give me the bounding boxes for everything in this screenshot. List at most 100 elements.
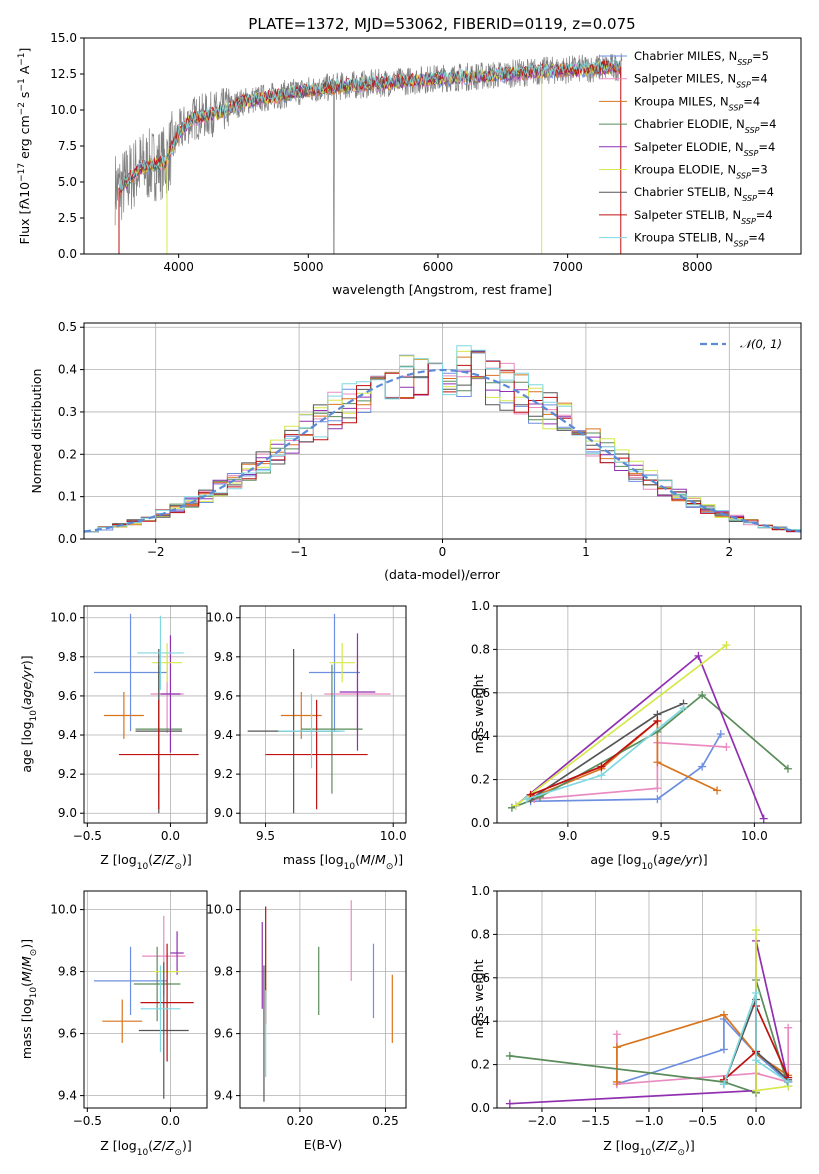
model-fit-line (118, 62, 620, 197)
y-tick-label: 9.2 (58, 767, 77, 781)
y-tick-label: 10.0 (50, 903, 77, 917)
legend-label: Salpeter ELODIE, NSSP=4 (634, 140, 775, 158)
y-tick-label: 0.2 (471, 1058, 490, 1072)
weight-point-marker (505, 1051, 514, 1060)
weight-point-marker (752, 1086, 761, 1095)
panel-residuals: −2 −1 0 1 2 0.0 0.1 0.2 0.3 0.4 0.5 𝒩(0, 1) (data-mo… (29, 320, 802, 582)
axes-frame (239, 890, 407, 1109)
y-tick-label: 9.4 (58, 728, 77, 742)
y-tick-label: 0.0 (58, 247, 77, 261)
weight-point-marker (653, 717, 662, 726)
y-tick-label: 0.4 (58, 363, 77, 377)
x-axis-label: Z [log10(Z/Z⊙)] (100, 1138, 192, 1158)
y-tick-label: 9.6 (58, 689, 77, 703)
y-tick-label: 9.6 (214, 1027, 233, 1041)
y-tick-label: 0.0 (471, 816, 490, 830)
weight-series-line (530, 720, 658, 796)
legend-label: Kroupa ELODIE, NSSP=3 (634, 163, 768, 181)
y-tick-label: 9.0 (58, 806, 77, 820)
weight-point-marker (722, 743, 731, 752)
y-tick-label: 9.8 (214, 965, 233, 979)
weight-series-line (723, 992, 789, 1085)
x-tick-label: 0.20 (287, 1114, 314, 1128)
y-tick-label: 9.0 (214, 806, 233, 820)
x-tick-label: 7000 (552, 260, 583, 274)
y-axis-label: age [log10(age/yr)] (19, 655, 39, 772)
model-fit-line (118, 58, 621, 194)
legend-label: Chabrier MILES, NSSP=5 (634, 49, 769, 67)
x-tick-label: −1 (290, 545, 308, 559)
y-tick-label: 0.0 (471, 1101, 490, 1115)
y-axis-label: mass [log10(M/M⊙)] (19, 939, 39, 1059)
weight-point-marker (752, 926, 761, 935)
legend-label: 𝒩(0, 1) (740, 337, 782, 351)
weight-point-marker (612, 1077, 621, 1086)
model-fit-line (118, 60, 621, 194)
y-tick-label: 15.0 (50, 31, 77, 45)
y-tick-label: 10.0 (206, 903, 233, 917)
legend-label: Salpeter MILES, NSSP=4 (634, 72, 768, 90)
y-tick-label: 9.6 (214, 689, 233, 703)
weight-series-line (515, 644, 727, 807)
x-tick-label: 0.25 (372, 1114, 399, 1128)
weight-point-marker (597, 771, 606, 780)
plot-area (505, 926, 793, 1108)
weight-point-marker (653, 784, 662, 793)
legend-label: Kroupa STELIB, NSSP=4 (634, 231, 765, 249)
axes-frame (83, 890, 208, 1109)
x-tick-label: 10.0 (741, 829, 768, 843)
plot-area (507, 641, 792, 823)
panel-weight-vs-Z: −2.0 −1.5 −1.0 −0.5 0.0 0.0 0.2 0.4 0.6 0.8 1.0 Z [… (471, 884, 802, 1158)
x-tick-label: 0.0 (161, 1114, 180, 1128)
x-axis-label: mass [log10(M/M⊙)] (283, 852, 403, 872)
y-tick-label: 12.5 (50, 67, 77, 81)
x-tick-label: 8000 (682, 260, 713, 274)
y-tick-label: 10.0 (50, 611, 77, 625)
axes-frame (496, 605, 802, 824)
plot-area (261, 900, 393, 1102)
weight-point-marker (597, 762, 606, 771)
x-tick-label: 9.5 (652, 829, 671, 843)
plot-area (93, 915, 194, 1099)
x-tick-label: 6000 (423, 260, 454, 274)
panel-mass-vs-Z: −0.5 0.0 9.4 9.6 9.8 10.0 Z [log10(Z/Z⊙)] mass … (19, 890, 208, 1158)
weight-series-line (530, 733, 722, 803)
plot-area (247, 613, 391, 814)
weight-point-marker (679, 703, 688, 712)
x-axis-label: Z [log10(Z/Z⊙)] (603, 1138, 695, 1158)
x-axis-label: E(B-V) (304, 1137, 343, 1152)
axes-frame (83, 605, 208, 824)
y-tick-label: 9.4 (214, 1089, 233, 1103)
x-tick-label: 10.0 (380, 829, 407, 843)
x-axis-label: (data-model)/error (384, 567, 501, 582)
weight-point-marker (612, 1043, 621, 1052)
y-axis-label: Flux [fλ10−17 erg cm−2 s−1 A−1] (17, 48, 32, 245)
x-tick-label: 1 (582, 545, 590, 559)
x-tick-label: −0.5 (73, 829, 102, 843)
plot-area (84, 345, 801, 533)
weight-point-marker (694, 651, 703, 660)
weight-point-marker (784, 1077, 793, 1086)
x-tick-label: 2 (725, 545, 733, 559)
weight-point-marker (722, 641, 731, 650)
y-tick-label: 0.5 (58, 320, 77, 334)
weight-point-marker (752, 1056, 761, 1065)
y-tick-label: 0.2 (471, 773, 490, 787)
y-tick-label: 0.6 (471, 971, 490, 985)
x-tick-label: −2.0 (527, 1114, 556, 1128)
axes-frame (239, 605, 407, 824)
x-tick-label: 4000 (163, 260, 194, 274)
weight-point-marker (719, 1010, 728, 1019)
plot-area (93, 613, 199, 814)
y-tick-label: 0.6 (471, 686, 490, 700)
legend-label: Chabrier STELIB, NSSP=4 (634, 185, 774, 203)
x-tick-label: 0.0 (746, 1114, 765, 1128)
figure-title: PLATE=1372, MJD=53062, FIBERID=0119, z=0… (248, 15, 635, 33)
legend-label: Salpeter STELIB, NSSP=4 (634, 208, 773, 226)
weight-point-marker (759, 814, 768, 823)
model-fit-line (118, 60, 621, 195)
weight-point-marker (719, 1080, 728, 1089)
x-tick-label: 0.0 (161, 829, 180, 843)
x-tick-label: 0 (439, 545, 447, 559)
